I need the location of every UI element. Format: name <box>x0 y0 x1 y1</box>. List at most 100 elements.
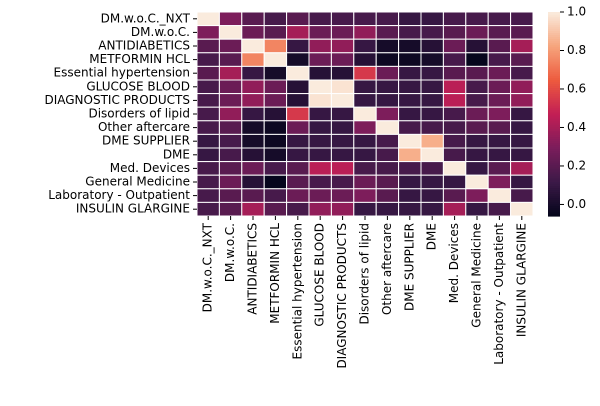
colorbar-step <box>548 136 560 140</box>
colorbar-step <box>548 171 560 174</box>
colorbar-step <box>548 128 560 131</box>
heatmap-cell <box>241 188 265 203</box>
colorbar-step <box>548 60 560 64</box>
heatmap-cell <box>353 93 377 108</box>
heatmap-cell <box>420 147 444 163</box>
colorbar-step <box>548 146 560 150</box>
y-tick-label: Other aftercare <box>98 120 190 134</box>
colorbar-step <box>548 211 560 215</box>
heatmap-cell <box>218 79 243 95</box>
heatmap-cell <box>487 174 512 190</box>
heatmap-cell <box>263 147 288 163</box>
heatmap-cell <box>286 147 310 163</box>
colorbar-step <box>548 58 560 62</box>
colorbar-step <box>548 179 560 182</box>
heatmap-cell <box>398 38 422 54</box>
x-tick-label: General Medicine <box>470 223 484 328</box>
heatmap-cell <box>286 188 310 203</box>
heatmap-cell <box>487 25 512 40</box>
heatmap-cell <box>353 38 377 54</box>
heatmap-cell <box>263 25 288 40</box>
heatmap-cell <box>263 11 288 27</box>
heatmap-cell <box>353 188 377 203</box>
colorbar-step <box>548 69 560 72</box>
colorbar-step <box>548 22 560 25</box>
heatmap-cell <box>442 120 467 135</box>
colorbar-step <box>548 189 560 193</box>
heatmap-cell <box>398 120 422 135</box>
heatmap-cell <box>196 65 220 81</box>
heatmap-cell <box>353 65 377 81</box>
heatmap-cell <box>510 11 534 27</box>
heatmap-cell <box>241 93 265 108</box>
colorbar-step <box>548 95 560 99</box>
colorbar-step <box>548 48 560 52</box>
heatmap-cell <box>196 147 220 163</box>
heatmap-cell <box>286 79 310 95</box>
colorbar-step <box>548 63 560 66</box>
heatmap-cell <box>196 188 220 203</box>
heatmap-cell <box>487 201 512 217</box>
heatmap-cell <box>353 133 377 149</box>
colorbar-step <box>548 83 560 87</box>
heatmap-cell <box>196 133 220 149</box>
heatmap-cell <box>442 133 467 149</box>
heatmap-cell <box>286 93 310 108</box>
heatmap-cell <box>330 79 355 95</box>
heatmap-cell <box>330 147 355 163</box>
x-tick-label: DM.w.o.C. <box>223 223 237 282</box>
heatmap-cell <box>487 38 512 54</box>
x-tick-label: METFORMIN HCL <box>268 223 282 324</box>
heatmap-cell <box>241 65 265 81</box>
colorbar-step <box>548 191 560 195</box>
heatmap-cell <box>218 133 243 149</box>
heatmap-cell <box>353 11 377 27</box>
colorbar-step <box>548 105 560 109</box>
heatmap-cell <box>465 93 489 108</box>
heatmap-cell <box>487 52 512 67</box>
colorbar-step <box>548 24 560 27</box>
heatmap-cell <box>398 79 422 95</box>
colorbar-tick-label: 0.2 <box>567 158 586 172</box>
colorbar-step <box>548 91 560 95</box>
colorbar-tick-label: 0.4 <box>567 120 586 134</box>
heatmap-cell <box>308 133 332 149</box>
heatmap-cell <box>308 65 332 81</box>
heatmap-cell <box>510 161 534 176</box>
x-tick-label: DM.w.o.C._NXT <box>201 222 215 312</box>
heatmap-cell <box>420 174 444 190</box>
x-tick-label: ANTIDIABETICS <box>246 223 260 315</box>
heatmap-cell <box>375 161 400 176</box>
colorbar-step <box>548 28 560 31</box>
colorbar-step <box>548 97 560 101</box>
heatmap-cell <box>308 52 332 67</box>
heatmap-cell <box>286 38 310 54</box>
heatmap-cell <box>263 201 288 217</box>
heatmap-cell <box>465 161 489 176</box>
heatmap-cell <box>510 174 534 190</box>
colorbar-step <box>548 12 560 15</box>
colorbar-step <box>548 197 560 201</box>
heatmap-cell <box>420 201 444 217</box>
heatmap-cell <box>330 25 355 40</box>
colorbar-step <box>548 114 560 117</box>
heatmap-cell <box>308 120 332 135</box>
heatmap-cell <box>196 106 220 122</box>
colorbar-step <box>548 14 560 17</box>
colorbar-step <box>548 81 560 84</box>
heatmap-cell <box>286 11 310 27</box>
heatmap-cell <box>330 52 355 67</box>
colorbar-step <box>548 181 560 184</box>
y-tick-label: INSULIN GLARGINE <box>76 202 190 216</box>
heatmap-cell <box>398 161 422 176</box>
heatmap-cell <box>330 174 355 190</box>
heatmap-cell <box>465 133 489 149</box>
colorbar-tick-label: 0.8 <box>567 43 586 57</box>
heatmap-cell <box>330 133 355 149</box>
heatmap-cell <box>420 52 444 67</box>
heatmap-cell <box>487 133 512 149</box>
y-tick-label: Disorders of lipid <box>88 107 190 121</box>
heatmap-cell <box>465 25 489 40</box>
heatmap-cell <box>398 133 422 149</box>
heatmap-cell <box>465 38 489 54</box>
